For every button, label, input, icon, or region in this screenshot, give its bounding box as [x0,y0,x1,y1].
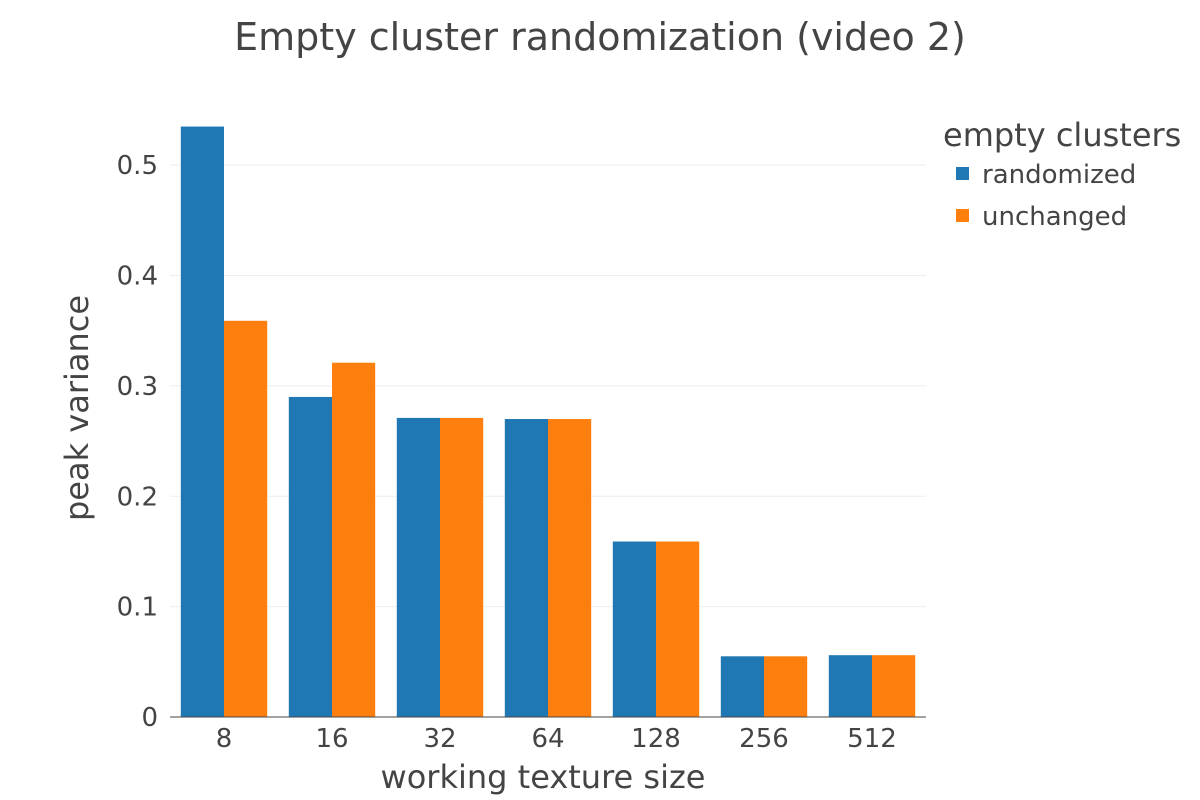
bar-randomized-32 [396,417,440,717]
bar-unchanged-512 [872,655,916,717]
x-tick-label: 64 [531,724,564,754]
y-tick-label: 0.3 [117,372,158,402]
bar-randomized-16 [288,396,332,717]
y-tick-label: 0.4 [117,262,158,292]
x-tick-label: 32 [423,724,456,754]
bars [180,126,916,717]
bar-unchanged-128 [656,541,700,717]
bar-randomized-8 [180,126,224,717]
bar-unchanged-8 [224,320,268,717]
bar-unchanged-64 [548,419,592,717]
y-axis-title: peak variance [58,295,96,521]
legend: empty clusters randomized unchanged [943,116,1181,232]
y-tick-label: 0 [141,703,158,733]
bar-randomized-512 [828,655,872,717]
y-tick-label: 0.2 [117,482,158,512]
bar-unchanged-256 [764,656,808,717]
bar-randomized-64 [504,419,548,717]
x-tick-label: 8 [216,724,233,754]
x-tick-label: 512 [847,724,897,754]
x-tick-labels: 8 16 32 64 128 256 512 [216,724,897,754]
bar-randomized-256 [720,656,764,717]
y-tick-label: 0.1 [117,593,158,623]
legend-label-unchanged: unchanged [982,202,1127,232]
bar-unchanged-16 [332,362,376,717]
x-tick-label: 256 [739,724,789,754]
chart-title: Empty cluster randomization (video 2) [234,15,966,59]
bar-randomized-128 [612,541,656,717]
legend-label-randomized: randomized [982,160,1136,190]
x-tick-label: 16 [315,724,348,754]
legend-swatch-randomized [956,167,969,180]
y-tick-labels: 0 0.1 0.2 0.3 0.4 0.5 [117,151,158,733]
legend-swatch-unchanged [956,209,969,222]
x-tick-label: 128 [631,724,681,754]
y-tick-label: 0.5 [117,151,158,181]
legend-title: empty clusters [943,116,1181,154]
bar-unchanged-32 [440,417,484,717]
x-axis-title: working texture size [381,758,706,796]
